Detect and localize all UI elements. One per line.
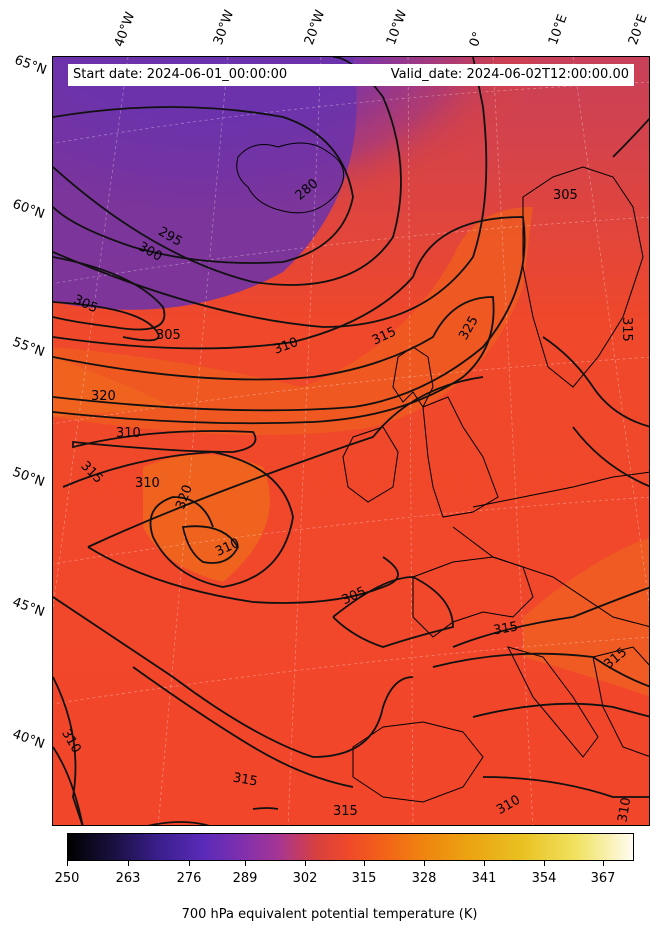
- contour-label: 315: [333, 804, 358, 819]
- lon-label: 20°W: [301, 8, 329, 47]
- iberia-outline: [352, 721, 484, 803]
- contour-label: 310: [116, 426, 141, 441]
- warm-west-shading: [53, 357, 173, 417]
- contour-lines: [53, 57, 649, 825]
- contour-label: 315: [619, 317, 634, 342]
- lat-label: 45°N: [10, 594, 47, 621]
- lon-label: 0°: [466, 29, 487, 49]
- colorbar-tick-label: 367: [590, 871, 616, 886]
- lon-label: 20°E: [625, 12, 651, 48]
- valid-date-label: Valid_date: 2024-06-02T12:00:00.00: [390, 67, 629, 82]
- contour-label: 310: [615, 796, 634, 823]
- colorbar-tick-label: 289: [232, 871, 258, 886]
- colorbar-title: 700 hPa equivalent potential temperature…: [181, 907, 478, 922]
- colorbar-tick-label: 276: [176, 871, 202, 886]
- france-outline: [412, 556, 534, 638]
- colorbar-tick-label: 354: [531, 871, 557, 886]
- italy-outline: [507, 646, 599, 758]
- colorbar-tick: [484, 861, 485, 866]
- colorbar-tick: [424, 861, 425, 866]
- scandinavia-outline: [522, 166, 644, 388]
- lat-label: 65°N: [12, 52, 49, 79]
- colorbar-tick-label: 341: [471, 871, 497, 886]
- contour-label: 320: [91, 389, 116, 404]
- colorbar-tick-label: 302: [292, 871, 318, 886]
- warm-band-shading: [53, 207, 533, 435]
- lon-label: 10°E: [545, 12, 571, 48]
- colorbar-tick: [364, 861, 365, 866]
- colorbar-tick: [67, 861, 68, 866]
- lon-label: 40°W: [111, 10, 139, 49]
- contour-label: 305: [553, 188, 578, 203]
- colorbar-tick-label: 315: [351, 871, 377, 886]
- contour-label: 305: [156, 328, 181, 343]
- warm-east-shading: [523, 537, 649, 697]
- contour-label: 310: [135, 476, 160, 491]
- map-panel: 280 295 300 305 305 305 310 315 325 315 …: [52, 56, 650, 826]
- colorbar-tick: [544, 861, 545, 866]
- colorbar-tick: [305, 861, 306, 866]
- colorbar-tick: [245, 861, 246, 866]
- border-line: [452, 526, 649, 627]
- balkans-outline: [592, 646, 649, 757]
- colorbar-tick: [189, 861, 190, 866]
- lon-label: 10°W: [383, 8, 411, 47]
- colorbar-tick-label: 250: [54, 871, 80, 886]
- colorbar-tick-label: 328: [411, 871, 437, 886]
- coastlines: [236, 142, 649, 803]
- colorbar-tick-label: 263: [115, 871, 141, 886]
- ireland-outline: [342, 426, 399, 503]
- cold-core-shading: [53, 57, 357, 310]
- contour-label: 315: [492, 619, 519, 638]
- lat-label: 55°N: [10, 334, 47, 361]
- colorbar-tick: [603, 861, 604, 866]
- graticule: [53, 57, 649, 825]
- iceland-outline: [236, 142, 345, 214]
- date-header: Start date: 2024-06-01_00:00:00 Valid_da…: [68, 64, 634, 86]
- start-date-label: Start date: 2024-06-01_00:00:00: [73, 67, 288, 82]
- contour-label: 315: [232, 770, 259, 789]
- lat-label: 40°N: [10, 726, 47, 753]
- lat-label: 60°N: [10, 196, 47, 223]
- map-canvas: 280 295 300 305 305 305 310 315 325 315 …: [53, 57, 649, 825]
- lon-label: 30°W: [210, 8, 238, 47]
- colorbar: [67, 833, 634, 861]
- warm-blob-shading: [143, 454, 270, 582]
- colorbar-tick: [128, 861, 129, 866]
- lat-label: 50°N: [10, 464, 47, 491]
